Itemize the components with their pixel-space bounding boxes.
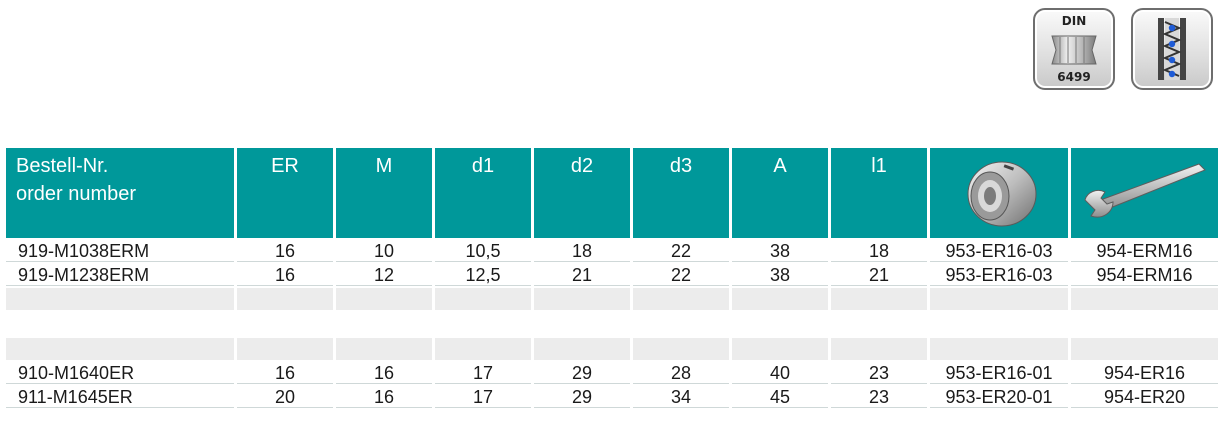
cell-a: 45 <box>732 386 828 408</box>
cell-clamping-nut: 953-ER16-03 <box>930 264 1068 286</box>
cell-clamping-nut <box>930 338 1068 360</box>
cell-d1 <box>435 288 531 310</box>
header-order-en: order number <box>16 183 137 205</box>
cell-wrench: 954-ERM16 <box>1071 240 1218 262</box>
cell-d2: 29 <box>534 362 630 384</box>
cell-d3: 22 <box>633 240 729 262</box>
cell-er <box>237 288 333 310</box>
cell-wrench: 954-ER20 <box>1071 386 1218 408</box>
cell-er <box>237 338 333 360</box>
cell-d1 <box>435 338 531 360</box>
clamping-nut-icon <box>967 161 1037 227</box>
cell-m <box>336 288 432 310</box>
cell-d3: 22 <box>633 264 729 286</box>
cell-er: 16 <box>237 264 333 286</box>
cell-l1 <box>831 288 927 310</box>
cell-d1: 10,5 <box>435 240 531 262</box>
cell-clamping-nut: 953-ER20-01 <box>930 386 1068 408</box>
table-header: Bestell-Nr. order number ER M d1 d2 d3 A… <box>6 148 1218 238</box>
table-row: 919-M1238ERM 16 12 12,5 21 22 38 21 953-… <box>6 264 1218 288</box>
cell-a: 38 <box>732 264 828 286</box>
cell-d2 <box>534 288 630 310</box>
cell-wrench <box>1071 288 1218 310</box>
cell-clamping-nut <box>930 288 1068 310</box>
wrench-icon <box>1084 163 1206 218</box>
cell-l1 <box>831 338 927 360</box>
cell-clamping-nut: 953-ER16-03 <box>930 240 1068 262</box>
thread-grip-icon <box>1158 18 1186 80</box>
cell-m: 12 <box>336 264 432 286</box>
cell-m: 16 <box>336 362 432 384</box>
cell-l1: 23 <box>831 386 927 408</box>
cell-d3 <box>633 338 729 360</box>
header-l1: l1 <box>831 148 927 238</box>
cell-a <box>732 288 828 310</box>
cell-d2: 21 <box>534 264 630 286</box>
cell-m: 16 <box>336 386 432 408</box>
cell-order-number: 919-M1238ERM <box>6 264 234 286</box>
cell-d1: 17 <box>435 386 531 408</box>
cell-l1: 21 <box>831 264 927 286</box>
table-row-empty <box>6 288 1218 312</box>
cell-clamping-nut: 953-ER16-01 <box>930 362 1068 384</box>
header-a: A <box>732 148 828 238</box>
cell-l1: 23 <box>831 362 927 384</box>
header-d3: d3 <box>633 148 729 238</box>
thread-grip-badge <box>1131 8 1213 90</box>
cell-m <box>336 338 432 360</box>
header-d2: d2 <box>534 148 630 238</box>
table-row: 911-M1645ER 20 16 17 29 34 45 23 953-ER2… <box>6 386 1218 410</box>
cell-order-number: 910-M1640ER <box>6 362 234 384</box>
table-row-empty <box>6 338 1218 362</box>
table-spacer <box>6 312 1218 338</box>
cell-order-number <box>6 338 234 360</box>
cell-d1: 17 <box>435 362 531 384</box>
din-number: 6499 <box>1057 70 1091 84</box>
header-order-de: Bestell-Nr. <box>16 155 109 177</box>
cell-er: 16 <box>237 240 333 262</box>
cell-d3: 28 <box>633 362 729 384</box>
cell-d3 <box>633 288 729 310</box>
cell-er: 20 <box>237 386 333 408</box>
cell-order-number: 911-M1645ER <box>6 386 234 408</box>
cell-d1: 12,5 <box>435 264 531 286</box>
cell-d3: 34 <box>633 386 729 408</box>
collet-icon <box>1051 35 1097 65</box>
din-6499-badge: DIN 6499 <box>1033 8 1115 90</box>
cell-order-number: 919-M1038ERM <box>6 240 234 262</box>
cell-d2 <box>534 338 630 360</box>
cell-er: 16 <box>237 362 333 384</box>
din-label: DIN <box>1061 14 1087 28</box>
cell-d2: 29 <box>534 386 630 408</box>
cell-wrench: 954-ER16 <box>1071 362 1218 384</box>
table-row: 910-M1640ER 16 16 17 29 28 40 23 953-ER1… <box>6 362 1218 386</box>
cell-l1: 18 <box>831 240 927 262</box>
cell-m: 10 <box>336 240 432 262</box>
product-table: Bestell-Nr. order number ER M d1 d2 d3 A… <box>6 148 1218 410</box>
cell-d2: 18 <box>534 240 630 262</box>
cell-a <box>732 338 828 360</box>
cell-a: 38 <box>732 240 828 262</box>
header-wrench <box>1071 148 1218 238</box>
cell-wrench: 954-ERM16 <box>1071 264 1218 286</box>
table-row: 919-M1038ERM 16 10 10,5 18 22 38 18 953-… <box>6 240 1218 264</box>
header-m: M <box>336 148 432 238</box>
cell-order-number <box>6 288 234 310</box>
cell-wrench <box>1071 338 1218 360</box>
header-d1: d1 <box>435 148 531 238</box>
header-er: ER <box>237 148 333 238</box>
header-clamping-nut <box>930 148 1068 238</box>
cell-a: 40 <box>732 362 828 384</box>
header-order-number: Bestell-Nr. order number <box>6 148 234 238</box>
